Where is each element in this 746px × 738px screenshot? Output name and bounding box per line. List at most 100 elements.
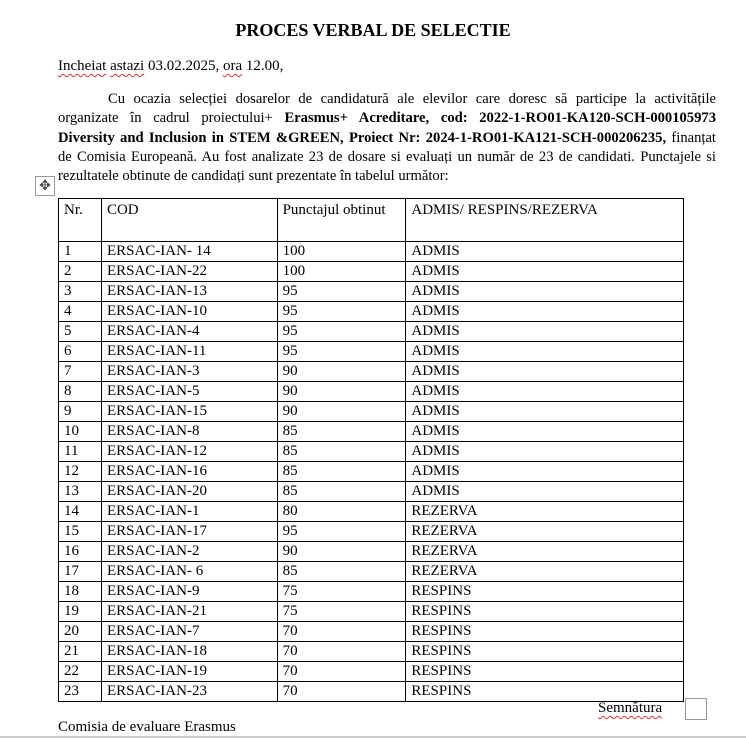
table-cell: ERSAC-IAN-8 — [100, 421, 278, 442]
table-cell: 70 — [276, 661, 407, 682]
table-cell: 75 — [276, 601, 407, 622]
table-cell: 70 — [276, 641, 407, 662]
table-cell: ERSAC-IAN-17 — [100, 521, 278, 542]
table-cell: 95 — [276, 281, 407, 302]
header-cell: ADMIS/ RESPINS/REZERVA — [405, 198, 684, 242]
table-cell: ERSAC-IAN-16 — [100, 461, 278, 482]
table-cell: 85 — [276, 461, 407, 482]
table-cell: ERSAC-IAN-20 — [100, 481, 278, 502]
table-cell: ADMIS — [405, 361, 684, 382]
table-cell: RESPINS — [405, 581, 684, 602]
table-row: 7 ERSAC-IAN-3 90 ADMIS — [58, 361, 684, 382]
table-cell: 21 — [58, 641, 102, 662]
table-row: 18 ERSAC-IAN-9 75 RESPINS — [58, 581, 684, 602]
table-cell: ADMIS — [405, 261, 684, 282]
table-cell: ERSAC-IAN-7 — [100, 621, 278, 642]
table-cell: 90 — [276, 401, 407, 422]
move-arrows-icon[interactable]: ✥ — [35, 176, 55, 196]
table-cell: 12 — [58, 461, 102, 482]
table-cell: ERSAC-IAN-2 — [100, 541, 278, 562]
table-cell: 70 — [276, 681, 407, 702]
table-cell: 90 — [276, 361, 407, 382]
table-row: 22 ERSAC-IAN-19 70 RESPINS — [58, 661, 684, 682]
table-row: 23 ERSAC-IAN-23 70 RESPINS — [58, 681, 684, 702]
table-row: 20 ERSAC-IAN-7 70 RESPINS — [58, 621, 684, 642]
table-cell: ADMIS — [405, 281, 684, 302]
table-cell: ERSAC-IAN-22 — [100, 261, 278, 282]
header-cell: COD — [100, 198, 278, 242]
header-cell: Nr. — [58, 198, 102, 242]
intro-line: Incheiat astazi 03.02.2025, ora 12.00, — [58, 58, 283, 75]
table-row: 21 ERSAC-IAN-18 70 RESPINS — [58, 641, 684, 662]
table-cell: RESPINS — [405, 601, 684, 622]
paragraph-bold-text: Erasmus+ Acreditare, cod: 2022-1-RO01-KA… — [58, 110, 716, 146]
table-cell: 80 — [276, 501, 407, 522]
table-cell: RESPINS — [405, 661, 684, 682]
header-cell: Punctajul obtinut — [276, 198, 407, 242]
table-cell: ERSAC-IAN-4 — [100, 321, 278, 342]
body-paragraph: Cu ocazia selecției dosarelor de candida… — [58, 90, 716, 186]
table-cell: 17 — [58, 561, 102, 582]
table-cell: 22 — [58, 661, 102, 682]
table-cell: ERSAC-IAN-10 — [100, 301, 278, 322]
table-cell: ERSAC-IAN-15 — [100, 401, 278, 422]
table-cell: ERSAC-IAN-21 — [100, 601, 278, 622]
table-cell: ERSAC-IAN-5 — [100, 381, 278, 402]
table-cell: ERSAC-IAN-18 — [100, 641, 278, 662]
table-cell: 14 — [58, 501, 102, 522]
table-cell: 13 — [58, 481, 102, 502]
table-cell: 75 — [276, 581, 407, 602]
table-cell: RESPINS — [405, 641, 684, 662]
table-row: 3 ERSAC-IAN-13 95 ADMIS — [58, 281, 684, 302]
table-cell: 3 — [58, 281, 102, 302]
table-cell: 90 — [276, 381, 407, 402]
table-header-row: Nr. COD Punctajul obtinut ADMIS/ RESPINS… — [58, 198, 684, 242]
table-cell: ERSAC-IAN-13 — [100, 281, 278, 302]
results-table: Nr. COD Punctajul obtinut ADMIS/ RESPINS… — [58, 198, 684, 702]
paragraph-text: finanțat de Comisia Europeană. Au fost a… — [58, 129, 716, 185]
table-cell: 100 — [276, 261, 407, 282]
table-cell: ADMIS — [405, 321, 684, 342]
table-cell: ERSAC-IAN-1 — [100, 501, 278, 522]
table-cell: ADMIS — [405, 481, 684, 502]
table-row: 13 ERSAC-IAN-20 85 ADMIS — [58, 481, 684, 502]
table-cell: 10 — [58, 421, 102, 442]
table-row: 17 ERSAC-IAN- 6 85 REZERVA — [58, 561, 684, 582]
paragraph-text: Cu ocazia selecției dosarelor de candida… — [58, 91, 716, 127]
table-cell: ADMIS — [405, 381, 684, 402]
table-row: 14 ERSAC-IAN-1 80 REZERVA — [58, 501, 684, 522]
table-cell: ERSAC-IAN-23 — [100, 681, 278, 702]
table-cell: ADMIS — [405, 301, 684, 322]
table-row: 5 ERSAC-IAN-4 95 ADMIS — [58, 321, 684, 342]
table-cell: RESPINS — [405, 681, 684, 702]
table-cell: 95 — [276, 321, 407, 342]
table-row: 12 ERSAC-IAN-16 85 ADMIS — [58, 461, 684, 482]
table-cell: 85 — [276, 421, 407, 442]
table-cell: ADMIS — [405, 461, 684, 482]
table-cell: ERSAC-IAN-3 — [100, 361, 278, 382]
table-cell: 7 — [58, 361, 102, 382]
document-title: PROCES VERBAL DE SELECTIE — [235, 20, 511, 40]
table-cell: ERSAC-IAN-19 — [100, 661, 278, 682]
table-cell: ERSAC-IAN-9 — [100, 581, 278, 602]
table-cell: REZERVA — [405, 501, 684, 522]
table-cell: ADMIS — [405, 241, 684, 262]
table-cell: REZERVA — [405, 541, 684, 562]
table-row: 19 ERSAC-IAN-21 75 RESPINS — [58, 601, 684, 622]
table-cell: 5 — [58, 321, 102, 342]
table-row: 4 ERSAC-IAN-10 95 ADMIS — [58, 301, 684, 322]
table-cell: 95 — [276, 341, 407, 362]
table-cell: ADMIS — [405, 341, 684, 362]
table-cell: 18 — [58, 581, 102, 602]
table-cell: ADMIS — [405, 421, 684, 442]
table-cell: 95 — [276, 301, 407, 322]
signature-box[interactable] — [685, 698, 707, 720]
table-cell: 90 — [276, 541, 407, 562]
table-cell: RESPINS — [405, 621, 684, 642]
table-cell: 8 — [58, 381, 102, 402]
table-cell: 85 — [276, 441, 407, 462]
intro-word: ora — [222, 58, 243, 74]
table-row: 1 ERSAC-IAN- 14 100 ADMIS — [58, 241, 684, 262]
table-cell: ADMIS — [405, 441, 684, 462]
signature-label: Semnătura — [598, 700, 662, 717]
